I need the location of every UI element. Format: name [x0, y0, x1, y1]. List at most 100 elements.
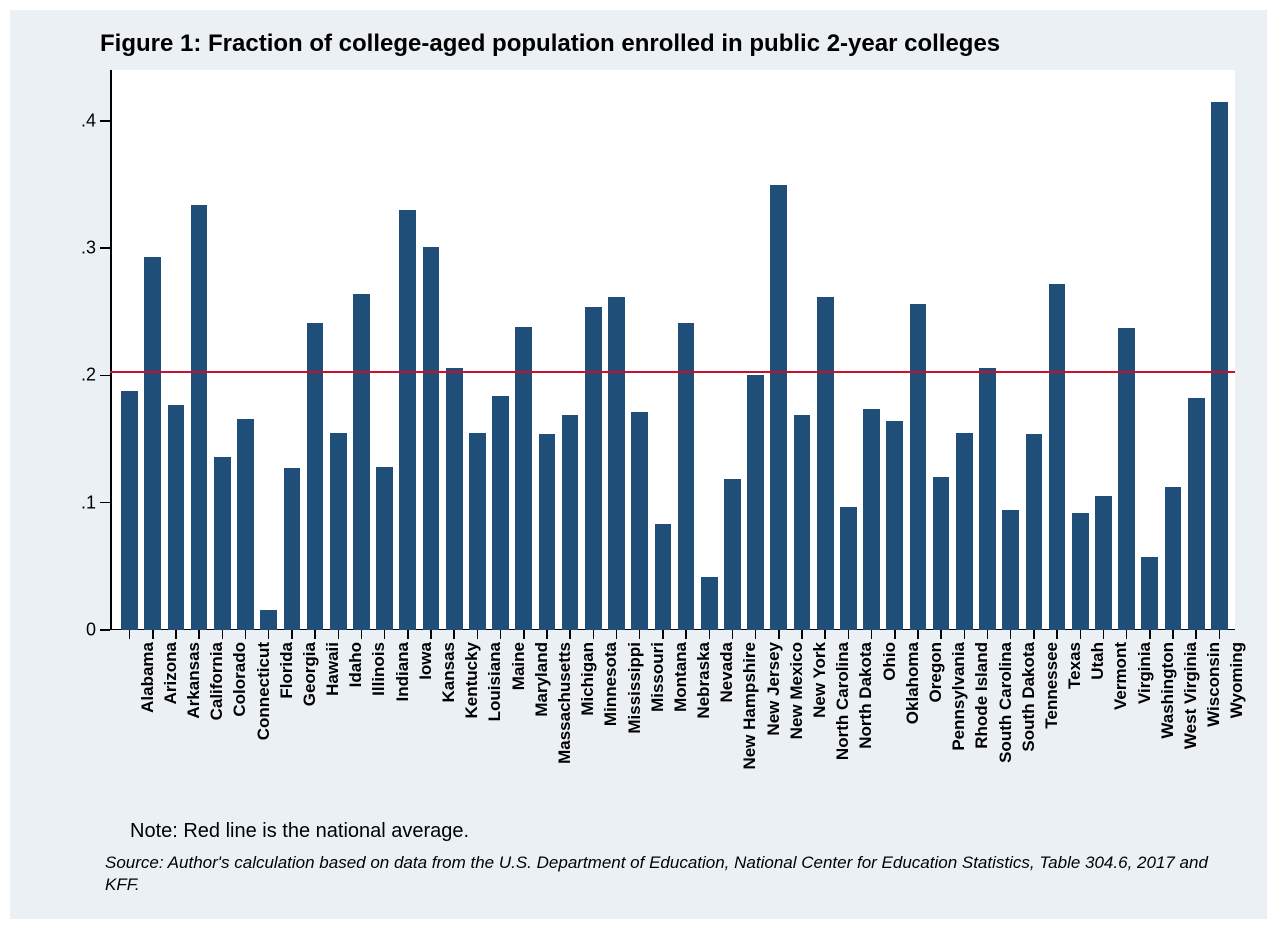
x-tick: [175, 630, 177, 639]
y-tick-label: .4: [81, 110, 110, 131]
x-tick-label: Connecticut: [254, 642, 274, 740]
bar: [284, 468, 301, 630]
y-tick-label: .3: [81, 238, 110, 259]
bar: [353, 294, 370, 630]
x-tick: [152, 630, 154, 639]
x-tick-label: Ohio: [880, 642, 900, 681]
chart-note: Note: Red line is the national average.: [130, 820, 469, 843]
x-tick-label: New York: [810, 642, 830, 718]
bar: [678, 323, 695, 630]
bar: [330, 433, 347, 630]
x-tick: [964, 630, 966, 639]
x-tick: [1033, 630, 1035, 639]
bar: [446, 368, 463, 630]
x-tick-label: Indiana: [393, 642, 413, 702]
bar: [214, 457, 231, 630]
bar: [979, 368, 996, 630]
bar: [863, 409, 880, 630]
x-tick: [314, 630, 316, 639]
x-tick-label: North Carolina: [833, 642, 853, 760]
bar: [840, 507, 857, 630]
bar: [724, 479, 741, 630]
bar: [747, 375, 764, 630]
x-tick-label: Rhode Island: [972, 642, 992, 749]
x-tick-label: Idaho: [346, 642, 366, 687]
x-tick-label: Louisiana: [485, 642, 505, 721]
x-tick-label: Oregon: [926, 642, 946, 702]
x-tick: [1103, 630, 1105, 639]
x-tick-label: Kentucky: [462, 642, 482, 719]
x-tick: [430, 630, 432, 639]
chart-title: Figure 1: Fraction of college-aged popul…: [100, 30, 1000, 58]
x-tick-label: Virginia: [1135, 642, 1155, 704]
x-tick-label: Florida: [277, 642, 297, 699]
x-tick: [732, 630, 734, 639]
bar: [399, 210, 416, 630]
bar: [469, 433, 486, 630]
bar: [1072, 513, 1089, 630]
x-tick: [1010, 630, 1012, 639]
bar-group: [110, 70, 1235, 630]
x-tick-label: North Dakota: [856, 642, 876, 749]
x-tick-label: Maine: [509, 642, 529, 690]
x-tick: [198, 630, 200, 639]
x-tick: [685, 630, 687, 639]
x-tick-label: Wyoming: [1227, 642, 1247, 718]
x-tick: [1219, 630, 1221, 639]
x-tick: [824, 630, 826, 639]
x-tick: [755, 630, 757, 639]
x-tick-label: New Hampshire: [740, 642, 760, 770]
bar: [1118, 328, 1135, 630]
x-tick-label: Washington: [1158, 642, 1178, 739]
x-tick-label: Tennessee: [1042, 642, 1062, 729]
x-tick-label: New Mexico: [787, 642, 807, 739]
x-tick-label: Alabama: [138, 642, 158, 713]
x-tick-label: Utah: [1088, 642, 1108, 680]
bar: [886, 421, 903, 630]
x-tick: [709, 630, 711, 639]
x-tick: [361, 630, 363, 639]
x-tick: [477, 630, 479, 639]
x-tick-label: South Dakota: [1019, 642, 1039, 752]
y-tick-label: 0: [86, 620, 110, 641]
bar: [1095, 496, 1112, 630]
x-tick: [801, 630, 803, 639]
x-tick-label: Minnesota: [601, 642, 621, 726]
bar: [168, 405, 185, 630]
bar: [1165, 487, 1182, 630]
bar: [1211, 102, 1228, 630]
x-tick: [222, 630, 224, 639]
x-tick: [871, 630, 873, 639]
x-tick-label: Illinois: [369, 642, 389, 696]
chart-source: Source: Author's calculation based on da…: [105, 852, 1227, 896]
x-tick-label: Vermont: [1111, 642, 1131, 710]
x-tick: [1195, 630, 1197, 639]
bar: [794, 415, 811, 630]
x-tick-label: West Virginia: [1181, 642, 1201, 749]
x-tick-label: Massachusetts: [555, 642, 575, 764]
bar: [631, 412, 648, 630]
x-tick-label: Iowa: [416, 642, 436, 680]
bar: [1141, 557, 1158, 630]
x-tick: [1126, 630, 1128, 639]
x-tick: [268, 630, 270, 639]
bar: [701, 577, 718, 630]
x-tick-label: Nebraska: [694, 642, 714, 719]
x-tick: [940, 630, 942, 639]
bar: [1188, 398, 1205, 630]
x-tick: [245, 630, 247, 639]
x-tick-label: Wisconsin: [1204, 642, 1224, 727]
national-average-line: [110, 371, 1235, 373]
bar: [191, 205, 208, 630]
bar: [817, 297, 834, 630]
figure-inner: Figure 1: Fraction of college-aged popul…: [10, 10, 1267, 919]
x-tick: [384, 630, 386, 639]
x-tick: [894, 630, 896, 639]
x-tick: [662, 630, 664, 639]
x-tick-label: Mississippi: [625, 642, 645, 734]
x-tick-label: California: [207, 642, 227, 720]
x-tick: [778, 630, 780, 639]
x-tick: [407, 630, 409, 639]
x-tick-label: Maryland: [532, 642, 552, 717]
plot-area: 0.1.2.3.4AlabamaArizonaArkansasCaliforni…: [110, 70, 1235, 630]
